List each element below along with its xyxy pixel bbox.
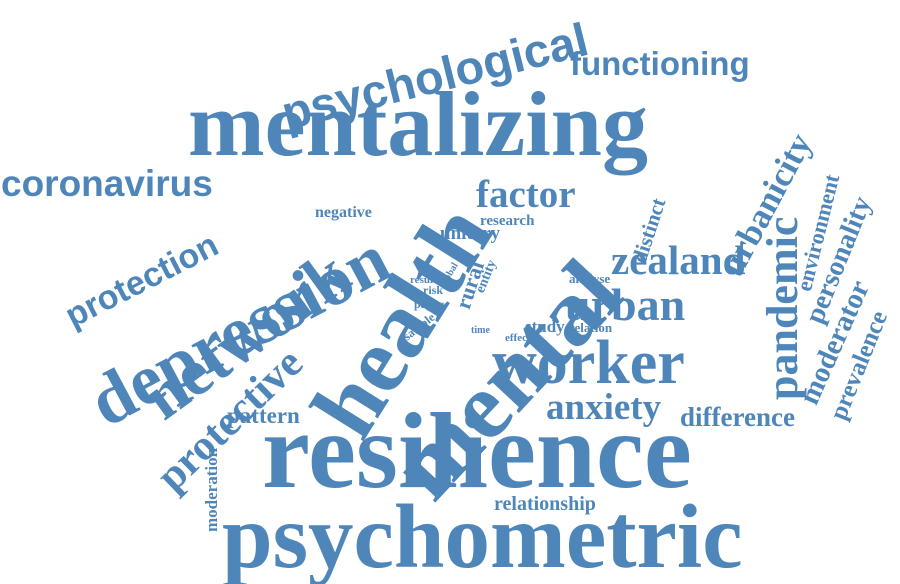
word-pattern: pattern bbox=[227, 403, 300, 428]
word-zealand: zealand bbox=[611, 237, 746, 283]
word-psychometric: psychometric bbox=[222, 486, 743, 584]
word-mentalizing: mentalizing bbox=[188, 73, 648, 175]
word-negative: negative bbox=[315, 204, 372, 221]
word-worker: worker bbox=[492, 329, 685, 397]
word-time: time bbox=[471, 325, 490, 336]
word-relationship: relationship bbox=[494, 493, 596, 515]
word-coronavirus: coronavirus bbox=[1, 163, 213, 204]
word-research: research bbox=[480, 213, 535, 229]
word-analyse: analyse bbox=[569, 271, 611, 286]
word-study: study bbox=[525, 317, 565, 336]
word-functioning: functioning bbox=[570, 45, 750, 82]
word-resilience: resilience bbox=[262, 392, 692, 511]
word-relation: relation bbox=[569, 320, 613, 335]
word-effect: effect bbox=[505, 332, 531, 344]
word-difference: difference bbox=[680, 402, 795, 432]
word-moderation: moderation bbox=[202, 447, 221, 532]
word-urban: urban bbox=[565, 279, 686, 330]
word-unitary: unitary bbox=[440, 223, 501, 244]
word-risk: risk bbox=[423, 283, 444, 297]
word-paper: paper bbox=[414, 297, 444, 311]
word-result: result bbox=[410, 274, 437, 286]
word-factor: factor bbox=[476, 173, 576, 216]
word-anxiety: anxiety bbox=[546, 387, 662, 428]
word-pandemic: pandemic bbox=[758, 216, 807, 400]
